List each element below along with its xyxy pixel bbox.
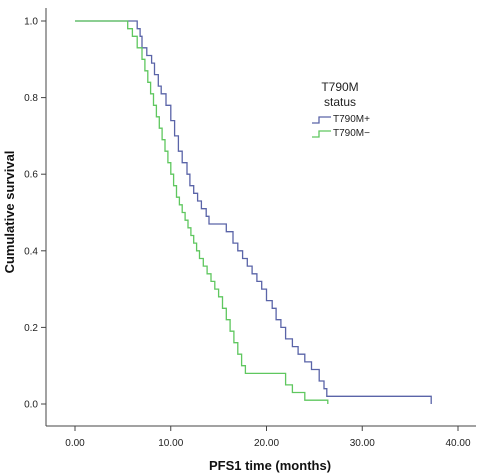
legend-label: T790M−	[333, 128, 370, 139]
y-tick-label: 0.6	[24, 170, 38, 181]
x-ticks: 0.00 10.00 20.00 30.00 40.00	[65, 426, 471, 449]
legend-entry-0: T790M+	[312, 114, 370, 125]
x-tick-label: 0.00	[65, 438, 85, 449]
y-tick-label: 0.4	[24, 246, 38, 257]
legend: T790M status T790M+ T790M−	[312, 80, 370, 139]
legend-entry-1: T790M−	[312, 128, 370, 139]
x-tick-label: 40.00	[445, 438, 470, 449]
legend-swatch	[312, 130, 331, 138]
legend-label: T790M+	[333, 114, 370, 125]
series-line-1	[75, 20, 329, 404]
x-tick-label: 20.00	[254, 438, 279, 449]
x-tick-label: 10.00	[158, 438, 183, 449]
series-group	[75, 20, 432, 404]
y-tick-label: 0.2	[24, 323, 38, 334]
y-ticks: 0.0 0.2 0.4 0.6 0.8 1.0	[24, 17, 46, 411]
series-line-0	[75, 20, 432, 404]
legend-title-line2: status	[324, 95, 356, 109]
y-tick-label: 0.0	[24, 400, 38, 411]
x-tick-label: 30.00	[350, 438, 375, 449]
y-tick-label: 0.8	[24, 93, 38, 104]
y-axis-title: Cumulative survival	[2, 151, 17, 274]
plot-area: 0.0 0.2 0.4 0.6 0.8 1.0 0.00 10.00 20.00 30.00 40…	[24, 8, 476, 449]
legend-entries: T790M+ T790M−	[312, 114, 370, 139]
legend-swatch	[312, 116, 331, 124]
x-axis-title: PFS1 time (months)	[209, 458, 331, 473]
legend-title-line1: T790M	[321, 80, 358, 94]
y-tick-label: 1.0	[24, 17, 38, 28]
